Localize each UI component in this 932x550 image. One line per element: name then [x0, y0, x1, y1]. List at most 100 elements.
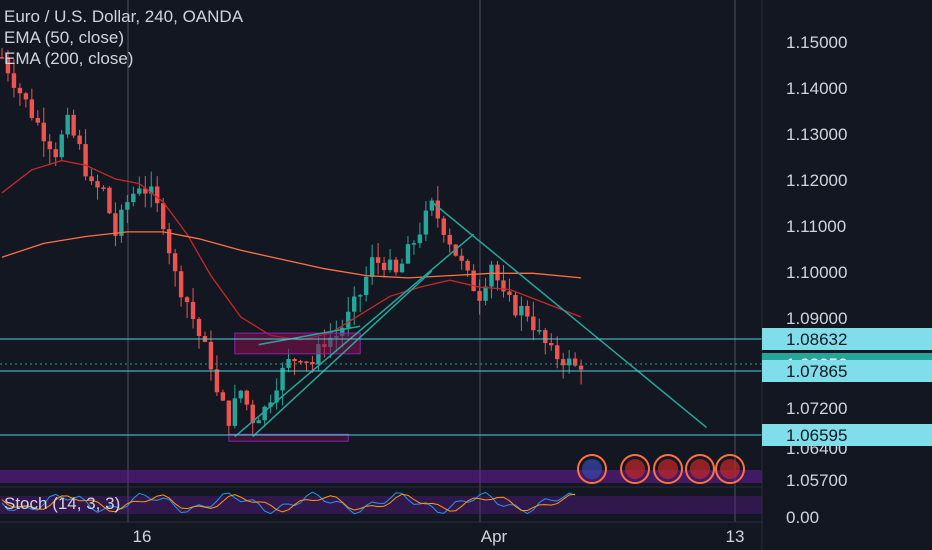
candle-body — [572, 358, 578, 366]
candle-body — [184, 297, 190, 302]
price-tick-label: 1.14000 — [786, 79, 847, 98]
candle-body — [35, 117, 41, 123]
ema200-label[interactable]: EMA (200, close) — [4, 49, 134, 68]
candle-body — [274, 390, 279, 403]
price-label-text: 1.08632 — [786, 330, 847, 349]
candle-body — [292, 359, 297, 361]
candle-body — [190, 301, 196, 319]
candle-body — [256, 420, 261, 424]
trendline — [234, 233, 475, 438]
stoch-d-line — [1, 493, 576, 513]
candle-body — [346, 311, 351, 328]
candle-body — [268, 402, 273, 407]
drawings — [0, 201, 762, 442]
candle-body — [71, 114, 76, 136]
candle-body — [220, 392, 226, 401]
candle-body — [531, 316, 536, 331]
price-label-box — [762, 424, 932, 446]
zone-band — [0, 470, 762, 483]
time-tick-label: 16 — [133, 527, 152, 546]
candle-body — [375, 257, 381, 263]
candle-body — [137, 188, 142, 194]
chart-legend: Euro / U.S. Dollar, 240, OANDA EMA (50, … — [4, 6, 243, 69]
candle-body — [525, 305, 530, 317]
candle-body — [160, 203, 166, 230]
candle-body — [483, 286, 488, 301]
candle-body — [387, 259, 393, 271]
candle-body — [59, 134, 64, 158]
price-tick-label: 1.13000 — [786, 125, 847, 144]
price-axis[interactable]: 1.15000 1.14000 1.13000 1.12000 1.11000 1.100… — [761, 0, 932, 550]
candle-body — [47, 141, 52, 150]
event-marker — [577, 454, 607, 484]
candle-body — [543, 330, 548, 344]
candle-body — [11, 73, 17, 88]
ema50-label[interactable]: EMA (50, close) — [4, 28, 124, 47]
candle-body — [125, 202, 130, 210]
candle-body — [29, 99, 35, 118]
time-tick-label: 13 — [726, 527, 745, 546]
candle-body — [459, 255, 464, 261]
candle-body — [298, 360, 303, 363]
event-marker-fill — [625, 459, 645, 479]
candle-body — [495, 264, 500, 281]
channel-line — [258, 325, 361, 346]
candle-body — [214, 369, 220, 393]
candle-body — [429, 200, 435, 211]
price-tick-label: 1.05700 — [786, 471, 847, 490]
candle-body — [232, 398, 238, 426]
candle-body — [143, 188, 148, 194]
event-markers[interactable] — [577, 454, 745, 484]
candle-body — [381, 262, 387, 271]
candle-body — [304, 361, 309, 363]
candle-body — [41, 122, 46, 142]
candle-body — [411, 243, 417, 245]
event-marker — [715, 454, 745, 484]
candle-body — [399, 263, 405, 273]
stoch-k-line — [1, 491, 576, 515]
price-tick-label: 1.07200 — [786, 399, 847, 418]
candle-body — [155, 186, 160, 204]
candles — [0, 48, 584, 436]
candle-body — [262, 406, 267, 421]
price-tick-label: 1.15000 — [786, 33, 847, 52]
symbol-title[interactable]: Euro / U.S. Dollar, 240, OANDA — [4, 7, 244, 26]
price-tick-label: 0.00 — [786, 508, 819, 527]
candle-body — [513, 294, 518, 316]
candle-body — [555, 345, 560, 360]
candle-body — [23, 93, 29, 100]
candle-body — [560, 359, 566, 366]
candle-body — [286, 359, 291, 368]
candle-body — [208, 341, 214, 370]
candle-body — [89, 176, 94, 182]
candle-body — [519, 305, 524, 316]
price-tick-label: 1.09000 — [786, 309, 847, 328]
candle-body — [196, 318, 202, 336]
stochastic-pane — [1, 491, 576, 515]
candle-body — [178, 271, 184, 298]
candle-body — [310, 362, 315, 365]
candle-body — [501, 280, 506, 292]
trendline — [431, 201, 707, 428]
candle-body — [447, 234, 452, 245]
candle-body — [471, 270, 476, 292]
candle-body — [53, 149, 58, 158]
candle-body — [435, 200, 441, 219]
candle-body — [405, 244, 411, 264]
stoch-label[interactable]: Stoch (14, 3, 3) — [4, 494, 121, 513]
candle-body — [119, 209, 124, 236]
time-axis[interactable]: 16 Apr 13 — [0, 521, 762, 546]
candle-body — [393, 259, 399, 273]
candle-body — [566, 358, 572, 366]
candle-body — [537, 330, 542, 332]
candle-body — [369, 257, 375, 277]
candle-body — [358, 295, 363, 297]
ema200-line — [1, 231, 582, 279]
price-label-text: 1.06595 — [786, 426, 847, 445]
candle-body — [17, 87, 23, 94]
candle-body — [507, 291, 512, 295]
price-tick-label: 1.12000 — [786, 171, 847, 190]
candle-body — [113, 213, 118, 236]
candle-body — [423, 210, 429, 235]
